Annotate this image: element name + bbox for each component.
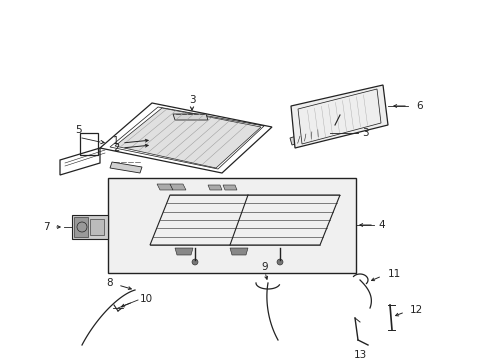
Polygon shape [207,185,222,190]
Text: 10: 10 [140,294,153,304]
Text: 7: 7 [43,222,50,232]
Polygon shape [289,126,329,145]
Circle shape [192,259,198,265]
Polygon shape [157,184,173,190]
Circle shape [276,259,283,265]
Text: 13: 13 [353,350,366,360]
Bar [90,219,104,235]
Polygon shape [290,85,387,148]
Text: 3: 3 [361,128,368,138]
Text: 5: 5 [75,125,81,135]
Bar [108,178,355,273]
Text: 4: 4 [377,220,384,230]
Text: 6: 6 [415,101,422,111]
Text: 1: 1 [113,136,119,146]
Text: 12: 12 [409,305,423,315]
Polygon shape [170,184,185,190]
Polygon shape [223,185,237,190]
Polygon shape [175,248,193,255]
Polygon shape [229,248,247,255]
Bar [74,217,88,237]
Text: 8: 8 [106,278,113,288]
Polygon shape [173,114,207,120]
Text: 11: 11 [387,269,401,279]
Text: 9: 9 [261,262,268,272]
Bar [72,215,108,239]
Bar [80,133,98,155]
Polygon shape [115,108,261,168]
Text: 3: 3 [188,95,195,105]
Polygon shape [110,162,142,173]
Text: 2: 2 [113,143,119,153]
